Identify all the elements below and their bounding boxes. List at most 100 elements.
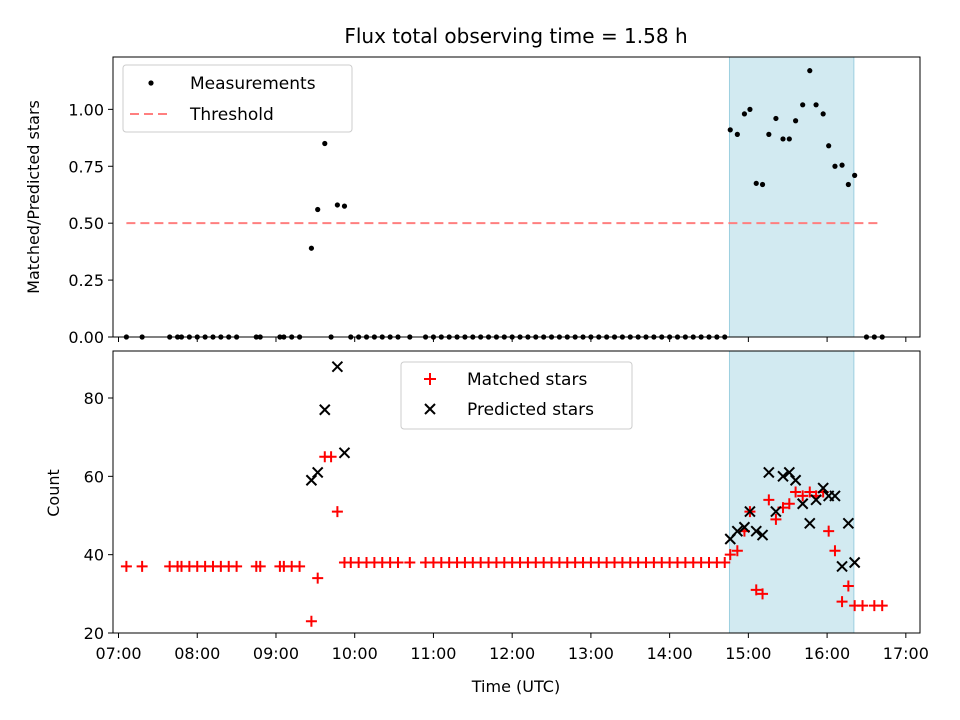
- measurement-point: [800, 102, 806, 108]
- measurement-point: [766, 131, 772, 137]
- x-tick-label: 07:00: [95, 644, 141, 663]
- top-y-tick-label: 0.50: [68, 214, 104, 233]
- matched-star-marker: [294, 560, 306, 572]
- matched-star-marker: [842, 580, 854, 592]
- bottom-y-axis: 20 40 60 80: [84, 389, 113, 643]
- predicted-stars-points: [305, 360, 861, 573]
- predicted-star-marker: [311, 466, 324, 479]
- matched-star-marker: [836, 596, 848, 608]
- predicted-star-marker: [763, 466, 775, 479]
- bottom-legend-box: [400, 361, 633, 430]
- legend-predicted-label: Predicted stars: [467, 400, 594, 420]
- measurement-point: [341, 203, 348, 209]
- predicted-star-marker: [738, 521, 751, 533]
- legend-matched-marker: [424, 373, 436, 385]
- measurement-point: [845, 181, 851, 188]
- bottom-plot-frame: [112, 350, 921, 634]
- x-tick-label: 08:00: [174, 644, 220, 663]
- measurement-point: [839, 162, 845, 168]
- predicted-star-marker: [770, 505, 782, 518]
- top-panel: 0.00 0.25 0.50 0.75 1.00 Matched/Predicted s…: [24, 56, 921, 347]
- matched-star-marker: [823, 525, 835, 537]
- predicted-star-marker: [783, 466, 796, 479]
- top-y-axis: 0.00 0.25 0.50 0.75 1.00: [68, 100, 113, 347]
- predicted-star-marker: [848, 556, 861, 569]
- matched-star-marker: [757, 588, 769, 600]
- x-axis-label: Time (UTC): [471, 677, 560, 696]
- top-legend: Measurements Threshold: [122, 64, 353, 133]
- x-tick-label: 09:00: [253, 644, 299, 663]
- predicted-star-marker: [829, 490, 841, 502]
- matched-star-marker: [783, 498, 795, 510]
- matched-star-marker: [231, 560, 243, 572]
- measurement-point: [322, 140, 328, 147]
- measurement-point: [315, 206, 321, 213]
- matched-star-marker: [120, 560, 132, 572]
- measurement-point: [741, 111, 748, 117]
- measurement-point: [826, 143, 832, 149]
- predicted-star-marker: [810, 494, 822, 506]
- measurement-point: [334, 202, 340, 208]
- matched-star-marker: [392, 557, 404, 568]
- legend-measurement-marker: [148, 80, 154, 86]
- x-tick-label: 13:00: [568, 644, 614, 663]
- matched-star-marker: [404, 557, 416, 568]
- top-y-tick-label: 1.00: [68, 100, 104, 119]
- measurement-point: [308, 245, 315, 251]
- predicted-star-marker: [756, 529, 769, 541]
- predicted-star-marker: [305, 474, 318, 486]
- measurement-point: [786, 136, 792, 142]
- legend-predicted-marker: [424, 403, 436, 415]
- legend-measurements-label: Measurements: [190, 74, 316, 94]
- predicted-star-marker: [804, 517, 816, 530]
- matched-star-marker: [136, 560, 148, 572]
- predicted-star-marker: [777, 470, 789, 483]
- top-y-tick-label: 0.25: [68, 271, 104, 290]
- matched-star-marker: [857, 600, 869, 612]
- matched-star-marker: [719, 557, 731, 568]
- predicted-star-marker: [817, 482, 829, 494]
- bottom-y-tick-label: 60: [84, 467, 104, 486]
- legend-matched-label: Matched stars: [467, 370, 587, 390]
- predicted-star-marker: [789, 474, 802, 486]
- measurement-point: [734, 131, 740, 137]
- bottom-x-axis: 07:00 08:00 09:00 10:00 11:00 12:00 13:00 14:00…: [95, 633, 929, 663]
- bottom-panel: 20 40 60 80 07:00 08:00 09:00 10:00 11:00 12:00 1…: [44, 350, 929, 696]
- measurement-point: [773, 115, 779, 122]
- measurement-point: [780, 136, 786, 142]
- matched-stars-points: [120, 451, 888, 627]
- matched-star-marker: [731, 545, 743, 557]
- measurement-point: [832, 163, 838, 169]
- predicted-star-marker: [836, 560, 848, 573]
- matched-star-marker: [829, 545, 841, 557]
- measurement-point: [793, 118, 799, 124]
- matched-star-marker: [876, 600, 888, 612]
- x-tick-label: 16:00: [804, 644, 850, 663]
- chart-title: Flux total observing time = 1.58 h: [344, 24, 687, 48]
- matched-star-marker: [312, 572, 324, 584]
- top-legend-box: [122, 64, 353, 133]
- matched-star-marker: [331, 506, 343, 518]
- predicted-star-marker: [331, 360, 344, 373]
- matched-star-marker: [325, 451, 337, 463]
- measurement-point: [759, 181, 766, 188]
- measurement-point: [747, 106, 753, 112]
- top-plot-frame: [112, 56, 921, 338]
- matched-star-marker: [254, 560, 266, 572]
- bottom-legend: Matched stars Predicted stars: [400, 361, 633, 430]
- matched-star-marker: [797, 490, 809, 502]
- bottom-y-tick-label: 20: [84, 624, 104, 643]
- x-tick-label: 15:00: [725, 644, 771, 663]
- x-tick-label: 10:00: [332, 644, 378, 663]
- x-tick-label: 11:00: [410, 644, 456, 663]
- measurement-point: [753, 180, 759, 186]
- x-tick-label: 12:00: [489, 644, 535, 663]
- measurement-point: [820, 111, 826, 117]
- predicted-star-marker: [744, 505, 756, 518]
- predicted-star-marker: [842, 517, 855, 530]
- matched-star-marker: [305, 615, 317, 627]
- matched-star-marker: [770, 513, 782, 525]
- predicted-star-marker: [338, 447, 351, 459]
- matched-star-marker: [763, 494, 775, 506]
